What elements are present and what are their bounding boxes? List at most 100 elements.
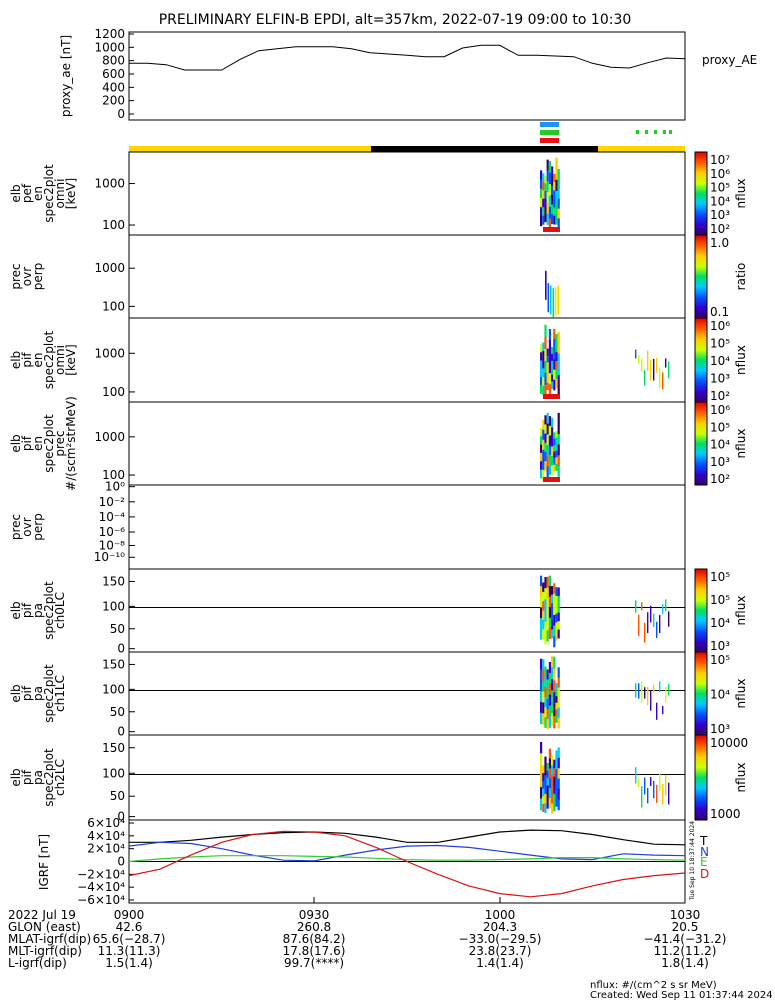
panel-4: 1000 100 elbpifenspec2plotprec#/(scm²strMe… (9, 396, 748, 491)
spectrum-cell (546, 159, 549, 171)
colorbar-tick-label: 10⁵ (710, 181, 730, 195)
colorbar-label: nflux (734, 345, 748, 375)
xaxis-row-value: 23.8(23.7) (469, 944, 532, 958)
spectrum-cell (557, 374, 560, 387)
spectrum-cell (555, 450, 558, 458)
spectrum-cell (540, 764, 543, 777)
ae-ytick-label: 600 (102, 67, 125, 81)
spectrum-cell (546, 679, 549, 690)
spectrum-cell (542, 198, 545, 208)
spectrum-cell (544, 756, 547, 767)
secondary-cell (644, 777, 646, 795)
spectrum-cell (553, 464, 556, 472)
colorbar-tick-label: 10⁶ (710, 319, 730, 333)
spectrum-cell (542, 601, 545, 612)
spectrum-cell (540, 360, 543, 370)
spectrum-cell (546, 466, 549, 478)
panel-ytick-label: 50 (110, 705, 125, 719)
secondary-cell (659, 681, 661, 693)
xaxis-row-value: 65.6(−28.7) (93, 932, 166, 946)
spectrum-cell (540, 691, 543, 703)
spectrum-cell (544, 433, 547, 444)
spectrum-cell (544, 696, 547, 708)
secondary-cell (650, 777, 652, 786)
figure-title: PRELIMINARY ELFIN-B EPDI, alt=357km, 202… (159, 12, 632, 28)
spectrum-cell (548, 362, 551, 374)
spectrum-cell (557, 612, 560, 622)
spectrum-cell (553, 207, 556, 217)
spectrum-cell (555, 370, 558, 380)
spectrum-cell (555, 463, 558, 471)
spectrum-cell (555, 787, 558, 798)
spectrum-cell (555, 759, 558, 770)
colorbar-tick-label: 10⁴ (710, 438, 730, 452)
spectrum-cell (546, 718, 549, 730)
spectrum-cell (548, 464, 551, 475)
spectrum-cell (553, 190, 556, 200)
spectrum-cell (548, 778, 551, 789)
panel-ylabel-word: #/(scm²strMeV) (64, 396, 78, 491)
spectrum-cell (548, 683, 551, 696)
spectrum-cell (551, 585, 554, 596)
spectrum-cell (553, 802, 556, 812)
spectrum-cell (542, 342, 545, 352)
spectrum-cell (546, 369, 549, 377)
spectrum-cell (551, 185, 554, 196)
xaxis-row-value: 204.3 (483, 920, 517, 934)
colorbar-label: nflux (734, 596, 748, 626)
spectrum-cell (544, 384, 547, 398)
panel-ylabel-word: elb (9, 434, 23, 452)
ae-ytick-label: 0 (117, 107, 125, 121)
xaxis-row-value: 11.2(11.2) (654, 944, 717, 958)
spectrum-cell (557, 697, 560, 709)
spectrum-cell (557, 433, 560, 446)
colorbar-label: nflux (734, 429, 748, 459)
spectrum-cell (557, 621, 560, 631)
spectrum-cell (553, 379, 556, 391)
spectrum-cell (540, 753, 543, 766)
colorbar-gradient (694, 651, 708, 736)
spectrum-cell (540, 658, 543, 671)
spectrum-cell (551, 701, 554, 714)
colorbar-tick-label: 10² (710, 389, 730, 403)
spectrum-cell (555, 361, 558, 371)
panel-ytick-label: 0 (117, 725, 125, 739)
spectrum-cell (544, 190, 547, 200)
colorbar-tick-label: 10³ (710, 208, 730, 222)
panel-frame (128, 734, 686, 821)
spectrum-cell (540, 712, 543, 725)
spectrum-cell (557, 353, 560, 365)
secondary-cell (665, 599, 667, 612)
igrf-legend-E: E (700, 855, 708, 869)
spectrum-cell (553, 359, 556, 371)
colorbar-tick-label: 1000 (710, 807, 741, 821)
secondary-cell (635, 683, 637, 698)
spectrum-cell (548, 445, 551, 456)
spectrum-cell (546, 355, 549, 363)
spectrum-cell (546, 213, 549, 225)
spectrum-cell (555, 604, 558, 615)
ratio-cell (545, 270, 547, 300)
panel-frame (128, 484, 686, 570)
panel-ylabel-word: spec2plot (42, 748, 56, 807)
panel-ylabel-word: en (31, 353, 45, 368)
panel-ylabel-word: elb (9, 184, 23, 202)
panel-ytick-label: 10⁻⁶ (99, 525, 126, 539)
spectrum-cell (540, 188, 543, 199)
science-tick-red (540, 138, 559, 143)
igrf-line-T (129, 829, 686, 846)
spectrum-cell (555, 437, 558, 445)
ratio-cell (547, 283, 550, 313)
colorbar-gradient (694, 234, 708, 319)
spectrum-cell (548, 798, 551, 809)
panel-ylabel-word: pa (31, 686, 45, 701)
igrf-ylabel: IGRF [nT] (37, 834, 51, 890)
panel-ytick-label: 50 (110, 622, 125, 636)
spectrum-cell (540, 352, 543, 362)
spectrum-cell (548, 435, 551, 446)
spectrum-cell (548, 351, 551, 363)
spectrum-cell (546, 587, 549, 599)
proxy-ae-series (129, 44, 686, 71)
spectrum-cell (551, 629, 554, 639)
